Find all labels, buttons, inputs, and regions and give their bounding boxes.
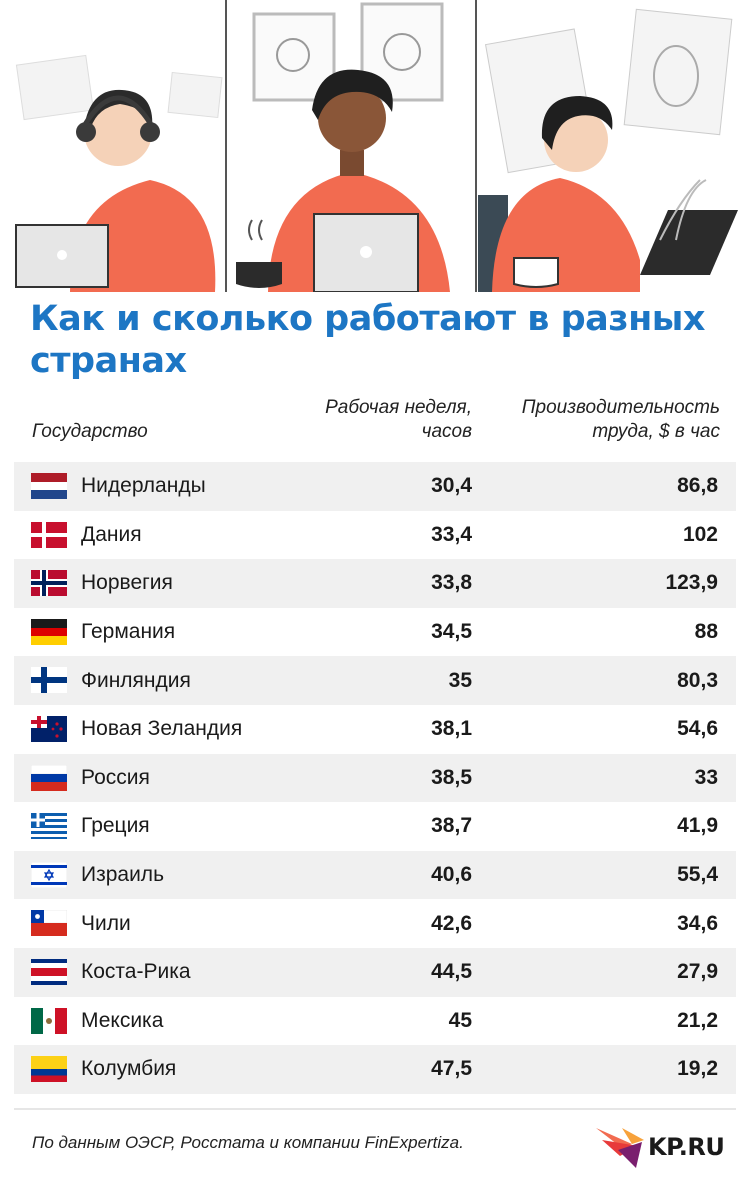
country-name: Норвегия bbox=[81, 571, 173, 595]
productivity-value: 86,8 bbox=[677, 474, 718, 498]
productivity-value: 33 bbox=[694, 765, 718, 789]
productivity-value: 88 bbox=[694, 620, 718, 644]
country-name: Колумбия bbox=[81, 1057, 177, 1081]
table-row: Коста-Рика 44,5 27,9 bbox=[14, 947, 736, 997]
country-name: Коста-Рика bbox=[81, 960, 191, 984]
table-row: Чили 42,6 34,6 bbox=[14, 899, 736, 948]
norway-flag-icon bbox=[31, 570, 67, 597]
work-week-value: 40,6 bbox=[431, 863, 472, 887]
data-table: Нидерланды 30,4 86,8 Дания 33,4 102 Норвегия 33… bbox=[14, 462, 736, 1094]
work-week-value: 33,8 bbox=[431, 571, 472, 595]
kp-logo-text: KP.RU bbox=[648, 1133, 725, 1161]
column-header-productivity-line1: Производительность bbox=[521, 397, 720, 418]
work-week-value: 38,5 bbox=[431, 765, 472, 789]
footer-divider bbox=[14, 1108, 736, 1110]
country-name: Финляндия bbox=[81, 668, 191, 692]
column-header-productivity-line2: труда, $ в час bbox=[592, 421, 720, 442]
country-name: Нидерланды bbox=[81, 474, 206, 498]
chile-flag-icon bbox=[31, 910, 67, 937]
country-name: Дания bbox=[81, 522, 142, 546]
page-title: Как и сколько работают в разных странах bbox=[30, 299, 705, 381]
table-row: Дания 33,4 102 bbox=[14, 511, 736, 560]
greece-flag-icon bbox=[31, 813, 67, 840]
country-name: Россия bbox=[81, 765, 150, 789]
table-row: Германия 34,5 88 bbox=[14, 608, 736, 657]
country-name: Новая Зеландия bbox=[81, 717, 243, 741]
israel-flag-icon bbox=[31, 861, 67, 888]
table-row: Мексика 45 21,2 bbox=[14, 997, 736, 1046]
table-row: Израиль 40,6 55,4 bbox=[14, 850, 736, 900]
table-row: Нидерланды 30,4 86,8 bbox=[14, 462, 736, 511]
work-week-value: 35 bbox=[448, 668, 472, 692]
table-row: Новая Зеландия 38,1 54,6 bbox=[14, 705, 736, 754]
netherlands-flag-icon bbox=[31, 473, 67, 499]
finland-flag-icon bbox=[31, 667, 67, 694]
work-week-value: 33,4 bbox=[431, 522, 472, 546]
productivity-value: 54,6 bbox=[677, 717, 718, 741]
costa-rica-flag-icon bbox=[31, 958, 67, 985]
russia-flag-icon bbox=[31, 764, 67, 791]
country-name: Германия bbox=[81, 620, 176, 644]
table-row: Финляндия 35 80,3 bbox=[14, 656, 736, 705]
productivity-value: 80,3 bbox=[677, 668, 718, 692]
productivity-value: 55,4 bbox=[677, 863, 718, 887]
column-header-work-week-line2: часов bbox=[421, 421, 472, 442]
productivity-value: 27,9 bbox=[677, 960, 718, 984]
colombia-flag-icon bbox=[31, 1056, 67, 1083]
country-name: Израиль bbox=[81, 863, 165, 887]
denmark-flag-icon bbox=[31, 521, 67, 548]
germany-flag-icon bbox=[31, 618, 67, 645]
productivity-value: 21,2 bbox=[677, 1008, 718, 1032]
work-week-value: 38,1 bbox=[431, 717, 472, 741]
work-week-value: 44,5 bbox=[431, 960, 472, 984]
productivity-value: 102 bbox=[682, 522, 718, 546]
mexico-flag-icon bbox=[31, 1007, 67, 1034]
table-row: Норвегия 33,8 123,9 bbox=[14, 559, 736, 608]
column-header-country-label: Государство bbox=[32, 421, 148, 442]
work-week-value: 34,5 bbox=[431, 620, 472, 644]
country-name: Чили bbox=[81, 911, 131, 935]
column-header-work-week-line1: Рабочая неделя, bbox=[325, 397, 472, 418]
productivity-value: 41,9 bbox=[677, 814, 718, 838]
new-zealand-flag-icon bbox=[31, 715, 67, 742]
country-name: Мексика bbox=[81, 1008, 164, 1032]
column-header-work-week: Рабочая неделя, часов bbox=[325, 396, 472, 444]
work-week-value: 45 bbox=[448, 1008, 472, 1032]
productivity-value: 19,2 bbox=[677, 1057, 718, 1081]
column-header-country: Государство bbox=[32, 420, 148, 444]
work-week-value: 30,4 bbox=[431, 474, 472, 498]
header-illustration bbox=[15, 0, 738, 292]
country-name: Греция bbox=[81, 814, 150, 838]
table-row: Колумбия 47,5 19,2 bbox=[14, 1045, 736, 1094]
table-row: Греция 38,7 41,9 bbox=[14, 802, 736, 851]
work-week-value: 42,6 bbox=[431, 911, 472, 935]
source-note: По данным ОЭСР, Росстата и компании FinE… bbox=[32, 1133, 464, 1152]
work-week-value: 47,5 bbox=[431, 1057, 472, 1081]
kp-bird-logo-icon bbox=[596, 1128, 644, 1168]
table-row: Россия 38,5 33 bbox=[14, 753, 736, 803]
column-header-productivity: Производительность труда, $ в час bbox=[522, 396, 720, 444]
productivity-value: 123,9 bbox=[665, 571, 718, 595]
productivity-value: 34,6 bbox=[677, 911, 718, 935]
work-week-value: 38,7 bbox=[431, 814, 472, 838]
